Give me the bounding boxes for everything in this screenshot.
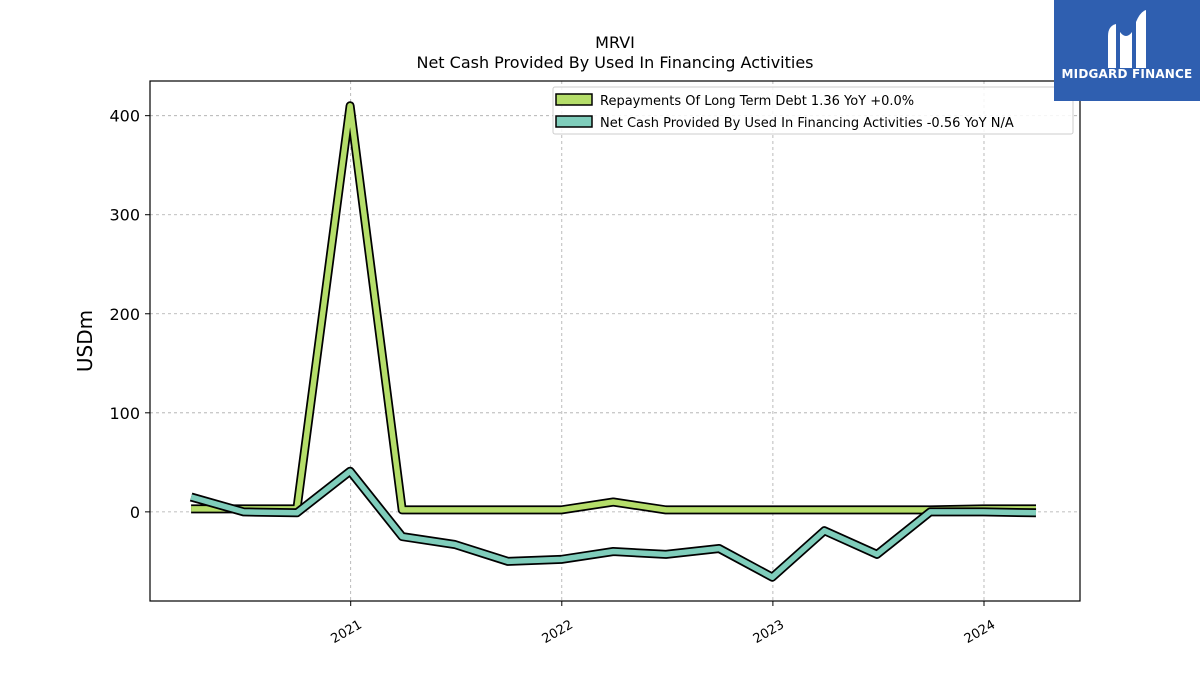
legend-label-repayments: Repayments Of Long Term Debt 1.36 YoY +0… [600,94,914,109]
grid-lines [150,81,1080,601]
series-layer [189,101,1037,582]
y-tick-label: 0 [130,503,140,522]
chart-subtitle: Net Cash Provided By Used In Financing A… [416,53,813,72]
plot-frame [149,80,1081,602]
series-line-1 [189,466,1037,582]
x-axis-ticks: 2021 2022 2023 2024 [329,601,998,647]
y-tick-label: 200 [109,305,140,324]
y-axis-label: USDm [73,310,97,372]
series-outline [189,466,1037,582]
legend-box [552,86,1074,135]
x-tick-label: 2024 [962,617,998,647]
legend: Repayments Of Long Term Debt 1.36 YoY +0… [552,86,1074,135]
chart-title: MRVI [595,33,635,52]
logo-mark-icon [1108,10,1146,68]
x-tick-label: 2021 [329,617,365,647]
series-stroke [190,468,1037,580]
logo-brand-text: MIDGARD FINANCE [1061,67,1193,81]
y-axis-ticks: 0 100 200 300 400 [109,107,150,522]
series-line-0 [191,101,1036,515]
x-tick-label: 2022 [540,617,576,647]
y-tick-label: 100 [109,404,140,423]
y-tick-label: 300 [109,206,140,225]
series-stroke [191,103,1036,513]
x-tick-label: 2023 [751,617,787,647]
y-tick-label: 400 [109,107,140,126]
legend-swatch-repayments [555,93,593,106]
series-outline [191,101,1036,515]
legend-swatch-net-cash [555,115,593,128]
legend-label-net-cash: Net Cash Provided By Used In Financing A… [600,116,1014,131]
midgard-finance-logo: MIDGARD FINANCE [1054,0,1200,101]
